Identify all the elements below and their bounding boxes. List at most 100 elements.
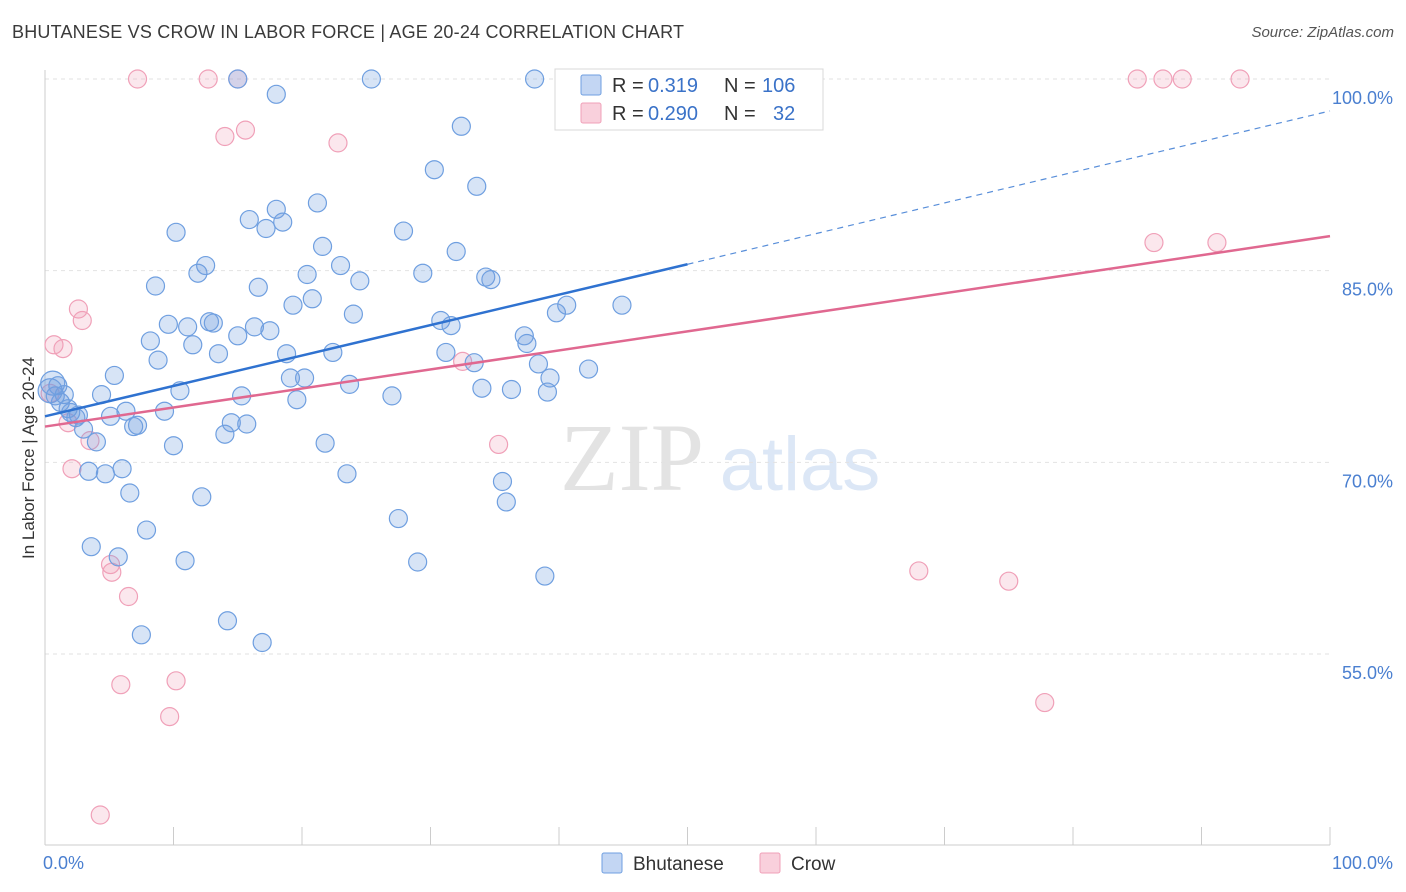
- source-label: Source: ZipAtlas.com: [1251, 24, 1394, 41]
- crow-point: [62, 459, 82, 479]
- bhutanese-point: [413, 263, 433, 283]
- bhutanese-point: [178, 317, 198, 337]
- legend-r-label-2: R =: [612, 103, 644, 125]
- bhutanese-point: [350, 271, 370, 291]
- bhutanese-point: [517, 333, 537, 354]
- y-tick-label-3: 100.0%: [1332, 88, 1393, 108]
- legend-swatch-bhutanese: [580, 74, 602, 96]
- bhutanese-point: [330, 255, 351, 276]
- bhutanese-point: [175, 551, 195, 571]
- bhutanese-point: [424, 160, 444, 180]
- crow-point: [68, 299, 89, 319]
- bhutanese-point: [312, 236, 333, 256]
- bhutanese-point: [496, 492, 516, 512]
- bhutanese-point: [343, 304, 363, 324]
- bhutanese-point: [472, 378, 492, 398]
- bhutanese-point: [315, 433, 335, 453]
- bhutanese-point: [540, 368, 560, 388]
- x-tick-label-1: 100.0%: [1332, 853, 1393, 873]
- crow-trend-line: [44, 234, 1331, 428]
- series-legend-swatch-bhutanese: [601, 852, 623, 874]
- crow-point: [118, 586, 139, 607]
- bhutanese-point: [578, 359, 599, 379]
- y-axis-title: In Labor Force | Age 20-24: [19, 357, 38, 559]
- bhutanese-point: [339, 374, 360, 394]
- bhutanese-point: [467, 176, 487, 196]
- legend-n-value-2: 32: [773, 103, 795, 125]
- bhutanese-point: [136, 520, 157, 540]
- bhutanese-point: [256, 218, 276, 239]
- bhutanese-point: [260, 321, 280, 341]
- bhutanese-point: [228, 326, 248, 346]
- bhutanese-point: [476, 267, 496, 287]
- series-legend-label-bhutanese: Bhutanese: [633, 854, 724, 875]
- crow-point: [72, 310, 92, 331]
- bhutanese-point: [215, 424, 235, 444]
- y-tick-label-2: 85.0%: [1342, 280, 1393, 300]
- bhutanese-point: [302, 289, 322, 309]
- crow-point: [100, 554, 121, 575]
- bhutanese-point: [203, 313, 223, 333]
- x-tick-labels: 0.0% 100.0%: [43, 853, 1393, 873]
- crow-point: [1172, 69, 1192, 89]
- crow-point: [1035, 692, 1055, 713]
- y-tick-labels: 55.0% 70.0% 85.0% 100.0%: [1332, 88, 1393, 683]
- bhutanese-trend-extension: [687, 110, 1331, 265]
- bhutanese-point: [166, 222, 186, 242]
- bhutanese-point: [535, 566, 555, 586]
- bhutanese-point: [183, 335, 203, 355]
- bhutanese-point: [208, 344, 229, 364]
- bhutanese-point: [196, 255, 216, 276]
- legend-r-label-1: R =: [612, 75, 644, 97]
- series-legend-swatch-crow: [759, 852, 781, 874]
- bhutanese-point: [95, 464, 115, 484]
- bhutanese-point: [140, 331, 160, 351]
- crow-point: [1127, 69, 1147, 89]
- crow-point: [909, 561, 929, 581]
- bhutanese-point: [228, 69, 248, 89]
- bhutanese-point: [163, 436, 184, 456]
- bhutanese-point: [131, 625, 151, 645]
- series-legend-label-crow: Crow: [791, 854, 836, 875]
- bhutanese-point: [217, 611, 238, 631]
- bhutanese-point: [244, 317, 265, 337]
- bhutanese-point: [337, 464, 357, 484]
- crow-point: [1153, 69, 1173, 89]
- bhutanese-point: [612, 295, 632, 315]
- bhutanese-point: [104, 365, 124, 386]
- legend-r-value-1: 0.319: [648, 75, 698, 97]
- bhutanese-point: [436, 342, 456, 363]
- bhutanese-point: [524, 69, 545, 89]
- bhutanese-point: [501, 379, 522, 400]
- bhutanese-point: [393, 221, 414, 241]
- bhutanese-point: [546, 303, 567, 323]
- bhutanese-point: [239, 209, 259, 230]
- bhutanese-point: [297, 264, 317, 285]
- bhutanese-point: [528, 354, 549, 374]
- bhutanese-point: [388, 508, 408, 529]
- crow-point: [80, 431, 100, 451]
- bhutanese-point: [446, 241, 466, 262]
- crow-point: [489, 434, 509, 455]
- bhutanese-point: [266, 84, 286, 104]
- bhutanese-point: [192, 487, 212, 507]
- crow-point: [53, 339, 73, 359]
- bhutanese-point: [294, 368, 315, 388]
- bhutanese-point: [514, 326, 534, 346]
- bhutanese-point: [280, 368, 301, 388]
- bhutanese-point: [537, 382, 558, 402]
- crow-point: [999, 571, 1019, 591]
- y-tick-label-1: 70.0%: [1342, 471, 1393, 491]
- bhutanese-points: [37, 69, 632, 653]
- crow-point: [1144, 232, 1164, 253]
- bhutanese-point: [283, 295, 303, 315]
- series-legend: Bhutanese Crow: [601, 852, 836, 875]
- x-tick-label-0: 0.0%: [43, 853, 84, 873]
- bhutanese-point: [252, 632, 272, 653]
- bhutanese-point: [127, 415, 148, 435]
- trend-lines: [44, 110, 1331, 428]
- legend-n-label-2: N =: [724, 103, 756, 125]
- crow-point: [1230, 69, 1250, 89]
- bhutanese-point: [112, 459, 132, 479]
